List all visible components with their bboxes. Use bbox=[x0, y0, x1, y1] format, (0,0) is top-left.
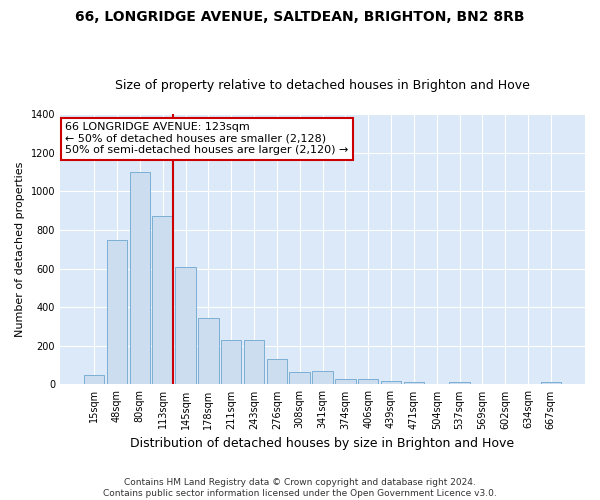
Bar bbox=[358, 379, 379, 384]
Title: Size of property relative to detached houses in Brighton and Hove: Size of property relative to detached ho… bbox=[115, 79, 530, 92]
Bar bbox=[541, 382, 561, 384]
Bar bbox=[152, 216, 173, 384]
Bar bbox=[244, 340, 264, 384]
Bar bbox=[130, 172, 150, 384]
X-axis label: Distribution of detached houses by size in Brighton and Hove: Distribution of detached houses by size … bbox=[130, 437, 515, 450]
Bar bbox=[175, 266, 196, 384]
Bar bbox=[381, 380, 401, 384]
Bar bbox=[84, 375, 104, 384]
Bar bbox=[312, 370, 333, 384]
Text: Contains HM Land Registry data © Crown copyright and database right 2024.
Contai: Contains HM Land Registry data © Crown c… bbox=[103, 478, 497, 498]
Bar bbox=[266, 360, 287, 384]
Bar bbox=[289, 372, 310, 384]
Bar bbox=[404, 382, 424, 384]
Text: 66, LONGRIDGE AVENUE, SALTDEAN, BRIGHTON, BN2 8RB: 66, LONGRIDGE AVENUE, SALTDEAN, BRIGHTON… bbox=[75, 10, 525, 24]
Bar bbox=[107, 240, 127, 384]
Text: 66 LONGRIDGE AVENUE: 123sqm
← 50% of detached houses are smaller (2,128)
50% of : 66 LONGRIDGE AVENUE: 123sqm ← 50% of det… bbox=[65, 122, 349, 156]
Bar bbox=[198, 318, 218, 384]
Bar bbox=[449, 382, 470, 384]
Bar bbox=[335, 379, 356, 384]
Y-axis label: Number of detached properties: Number of detached properties bbox=[15, 162, 25, 337]
Bar bbox=[221, 340, 241, 384]
